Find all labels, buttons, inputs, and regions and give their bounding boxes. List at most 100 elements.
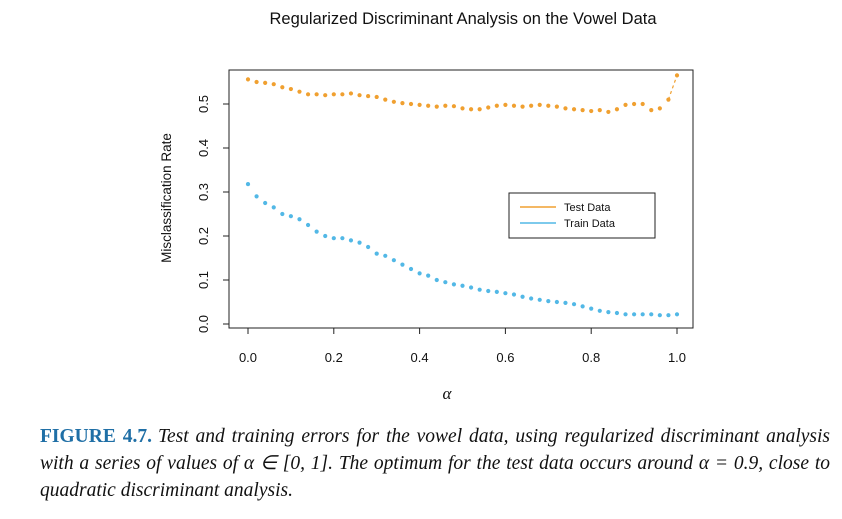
test-data-point — [340, 92, 345, 97]
x-axis: 0.0 0.2 0.4 0.6 0.8 1.0 — [239, 327, 686, 365]
test-data-point — [305, 92, 311, 97]
train-data-point — [305, 222, 311, 228]
test-data-point — [511, 103, 517, 108]
test-data-point — [280, 85, 285, 90]
train-data-point — [606, 310, 611, 315]
test-data-point — [417, 102, 422, 107]
train-data-point — [314, 229, 319, 234]
train-data-point — [529, 296, 534, 301]
train-data-point — [374, 251, 379, 256]
train-data-point — [297, 217, 302, 222]
train-data-point — [494, 289, 499, 294]
train-data-point — [263, 200, 268, 206]
train-data-point — [340, 236, 345, 241]
train-data-point — [408, 266, 414, 272]
test-data-point — [468, 107, 474, 112]
test-data-point — [426, 103, 431, 108]
caption-label: FIGURE 4.7. — [40, 426, 152, 447]
train-data-point — [537, 297, 542, 302]
test-data-point — [357, 93, 362, 98]
train-data-point — [632, 312, 637, 317]
y-tick-label: 0.4 — [196, 139, 211, 157]
test-data-point — [314, 92, 319, 97]
train-data-point — [563, 300, 568, 305]
test-data-point — [434, 104, 439, 109]
test-data-point — [477, 107, 482, 112]
train-data-point — [614, 310, 620, 316]
train-data-point — [331, 236, 336, 241]
test-data-point — [657, 106, 662, 111]
x-tick-label: 0.8 — [582, 350, 600, 365]
legend-train-label: Train Data — [564, 218, 616, 230]
test-data-point — [529, 103, 534, 108]
test-data-point — [494, 103, 499, 108]
test-data-point — [374, 94, 379, 100]
test-data-point — [486, 105, 491, 110]
train-data-point — [434, 277, 439, 283]
test-data-point — [563, 106, 568, 111]
test-data-point — [623, 102, 628, 107]
test-data-point — [537, 102, 542, 107]
test-data-point — [554, 104, 559, 109]
legend-box — [508, 192, 656, 239]
train-data-point — [357, 240, 362, 245]
test-data-point — [597, 108, 602, 113]
train-data-point — [666, 313, 671, 318]
train-data-point — [391, 258, 396, 263]
train-data-point — [288, 214, 293, 219]
train-data-point — [426, 273, 431, 278]
train-data-point — [546, 299, 551, 304]
train-data-point — [468, 285, 474, 290]
test-data-point — [263, 80, 268, 85]
test-data-point — [632, 101, 637, 107]
train-data-point — [417, 271, 422, 276]
test-data-point — [614, 107, 620, 112]
test-data-point — [254, 79, 259, 85]
train-data-point — [623, 312, 628, 317]
train-data-point — [443, 280, 448, 285]
test-data-point — [451, 104, 457, 109]
chart-title: Regularized Discriminant Analysis on the… — [269, 10, 657, 28]
train-data-point — [323, 233, 328, 239]
x-tick-label: 0.6 — [496, 350, 514, 365]
train-data-point — [280, 211, 285, 217]
test-data-point — [649, 108, 654, 113]
x-tick-label: 0.4 — [411, 350, 429, 365]
y-tick-label: 0.1 — [196, 271, 211, 289]
test-data-point — [589, 108, 594, 114]
test-data-point — [366, 93, 371, 99]
legend: Test Data Train Data — [508, 192, 656, 239]
test-data-point — [391, 99, 396, 104]
test-data-point — [383, 97, 388, 102]
train-data-point — [597, 308, 602, 313]
train-data-point — [589, 306, 594, 311]
train-data-point — [400, 262, 405, 267]
test-data-point — [297, 89, 302, 94]
x-axis-label: α — [443, 384, 453, 403]
test-data-point — [503, 102, 508, 107]
test-data-point — [571, 107, 577, 112]
x-tick-label: 0.2 — [325, 350, 343, 365]
test-series — [245, 73, 680, 115]
train-data-point — [245, 181, 251, 187]
train-series — [245, 181, 680, 318]
train-data-point — [451, 282, 457, 287]
train-data-point — [640, 312, 645, 317]
y-tick-label: 0.5 — [196, 95, 211, 113]
figure-caption: FIGURE 4.7. Test and training errors for … — [40, 423, 830, 504]
train-data-point — [486, 288, 491, 294]
y-tick-label: 0.2 — [196, 227, 211, 245]
test-data-point — [323, 93, 328, 98]
x-tick-label: 1.0 — [668, 350, 686, 365]
train-data-point — [254, 194, 259, 199]
test-data-point — [460, 106, 465, 111]
train-data-point — [366, 244, 371, 250]
test-series-tail — [667, 75, 678, 100]
test-data-point — [400, 101, 405, 106]
test-data-point — [546, 103, 551, 108]
train-data-point — [657, 313, 662, 318]
y-tick-label: 0.3 — [196, 183, 211, 201]
test-data-point — [520, 104, 525, 109]
train-data-point — [571, 302, 577, 307]
test-data-point — [348, 91, 354, 96]
